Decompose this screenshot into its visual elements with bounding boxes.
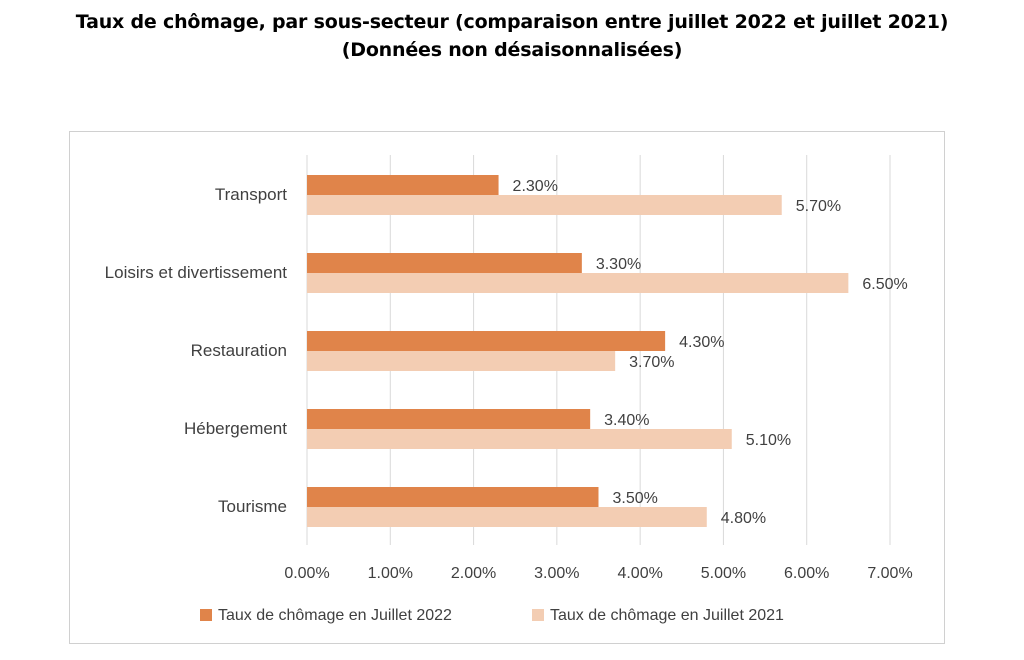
data-label: 4.30% (679, 334, 724, 351)
bar-2021 (307, 429, 732, 449)
legend-swatch (200, 609, 212, 621)
category-label: Restauration (191, 341, 287, 360)
category-label: Transport (215, 185, 287, 204)
x-tick-label: 1.00% (368, 565, 413, 582)
data-label: 3.40% (604, 412, 649, 429)
chart-title: Taux de chômage, par sous-secteur (compa… (0, 8, 1024, 64)
data-label: 5.70% (796, 198, 841, 215)
data-label: 3.70% (629, 354, 674, 371)
bar-2021 (307, 195, 782, 215)
chart-title-line-1: Taux de chômage, par sous-secteur (compa… (75, 11, 949, 33)
bar-2022 (307, 487, 599, 507)
data-label: 2.30% (513, 178, 558, 195)
bar-2022 (307, 253, 582, 273)
x-tick-label: 0.00% (284, 565, 329, 582)
data-label: 3.50% (613, 490, 658, 507)
legend-label: Taux de chômage en Juillet 2021 (550, 607, 784, 624)
bar-2022 (307, 175, 499, 195)
category-label: Hébergement (184, 419, 287, 438)
x-tick-label: 2.00% (451, 565, 496, 582)
chart-area (69, 131, 945, 644)
bar-2021 (307, 351, 616, 371)
data-label: 4.80% (721, 510, 766, 527)
bar-2021 (307, 273, 849, 293)
bar-2022 (307, 331, 666, 351)
data-label: 6.50% (862, 276, 907, 293)
bar-2022 (307, 409, 591, 429)
category-label: Loisirs et divertissement (105, 263, 288, 282)
x-tick-label: 5.00% (701, 565, 746, 582)
x-tick-label: 7.00% (867, 565, 912, 582)
chart-title-line-2: (Données non désaisonnalisées) (341, 39, 683, 61)
data-label: 3.30% (596, 256, 641, 273)
x-tick-label: 6.00% (784, 565, 829, 582)
x-tick-label: 3.00% (534, 565, 579, 582)
legend-swatch (532, 609, 544, 621)
x-tick-label: 4.00% (617, 565, 662, 582)
legend-label: Taux de chômage en Juillet 2022 (218, 607, 452, 624)
bar-2021 (307, 507, 707, 527)
category-label: Tourisme (218, 497, 287, 516)
data-label: 5.10% (746, 432, 791, 449)
